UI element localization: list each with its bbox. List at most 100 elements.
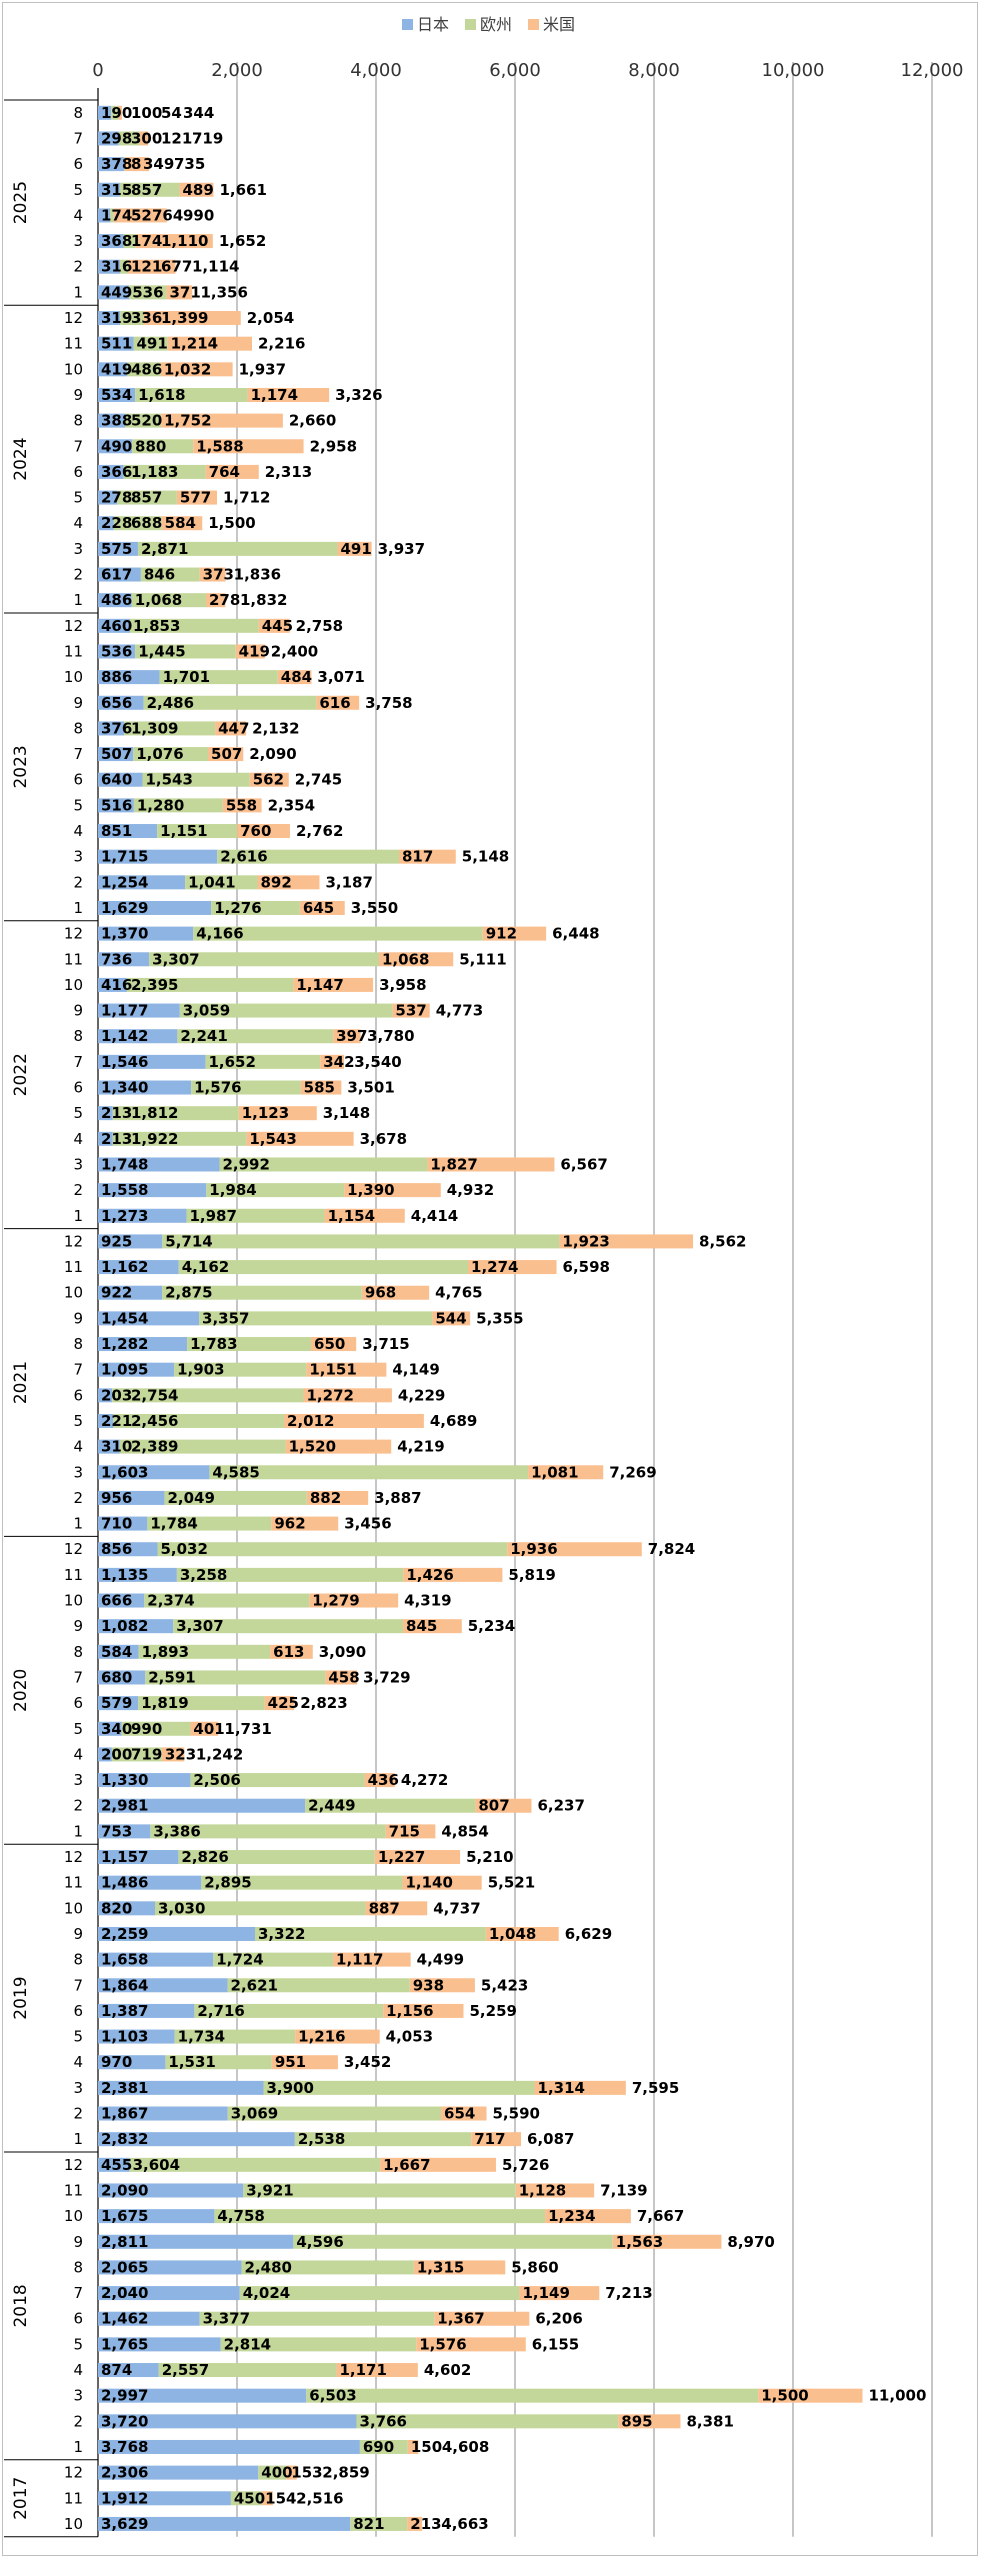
bar-segment [98, 618, 130, 633]
segment-label: 1,558 [101, 1181, 148, 1199]
total-label: 2,516 [296, 2489, 343, 2507]
segment-label: 951 [275, 2053, 306, 2071]
total-label: 2,758 [296, 617, 343, 635]
segment-label: 1,128 [519, 2181, 566, 2199]
segment-label: 1,667 [383, 2156, 430, 2174]
total-label: 1,731 [224, 1720, 271, 1738]
segment-label: 857 [131, 181, 162, 199]
segment-label: 397 [336, 1027, 367, 1045]
month-label: 1 [73, 2438, 83, 2456]
bar-segment [98, 1567, 177, 1582]
segment-label: 1,174 [251, 386, 298, 404]
segment-label: 1,183 [131, 463, 178, 481]
bar-segment [98, 1901, 155, 1916]
bars [98, 105, 863, 2531]
bar-segment [98, 1157, 220, 1172]
month-label: 2 [73, 1489, 83, 1507]
month-label: 4 [73, 1130, 83, 1148]
total-label: 1,242 [196, 1745, 243, 1763]
segment-label: 153 [291, 2464, 322, 2482]
segment-label: 278 [209, 591, 240, 609]
bar-segment [98, 1260, 179, 1275]
year-label: 2017 [11, 2477, 31, 2520]
bar-segment [133, 747, 209, 762]
bar-segment [257, 875, 320, 890]
bar-segment [98, 1978, 228, 1993]
bar-segment [186, 1208, 325, 1223]
x-tick-label: 10,000 [762, 60, 825, 81]
bar-segment [380, 2157, 496, 2172]
segment-label: 882 [310, 1489, 341, 1507]
bar-segment [98, 824, 158, 839]
month-label: 10 [64, 1592, 83, 1610]
segment-label: 1,367 [437, 2310, 484, 2328]
bar-segment [475, 1798, 532, 1813]
bar-segment [98, 1285, 163, 1300]
total-label: 5,355 [476, 1309, 523, 1327]
total-label: 4,608 [442, 2438, 489, 2456]
bar-segment [383, 2003, 464, 2018]
total-label: 3,501 [347, 1079, 394, 1097]
bar-segment [98, 2132, 295, 2147]
segment-label: 1,867 [101, 2105, 148, 2123]
bar-segment [98, 1926, 256, 1941]
segment-label: 1,922 [131, 1130, 178, 1148]
month-label: 6 [73, 463, 83, 481]
x-tick-label: 4,000 [350, 60, 402, 81]
segment-label: 1,752 [164, 412, 211, 430]
bar-segment [432, 1311, 471, 1326]
segment-label: 1,603 [101, 1463, 148, 1481]
segment-label: 851 [101, 822, 132, 840]
month-label: 9 [73, 2233, 83, 2251]
bar-segment [119, 259, 129, 274]
bar-segment [98, 1029, 178, 1044]
segment-label: 846 [144, 566, 175, 584]
month-label: 2 [73, 2412, 83, 2430]
segment-label: 491 [137, 335, 168, 353]
month-label: 5 [73, 181, 83, 199]
total-label: 6,598 [563, 1258, 610, 1276]
segment-label: 1,082 [101, 1617, 148, 1635]
segment-label: 400 [261, 2464, 292, 2482]
bar-segment [249, 772, 289, 787]
bar-segment [162, 1234, 560, 1249]
segment-label: 1,076 [136, 745, 183, 763]
total-label: 2,054 [247, 309, 294, 327]
segment-label: 690 [363, 2438, 394, 2456]
segment-label: 1,658 [101, 1951, 148, 1969]
bar-segment [179, 182, 214, 197]
bar-segment [194, 2003, 384, 2018]
month-label: 7 [73, 1976, 83, 1994]
segment-label: 310 [101, 1438, 132, 1456]
segment-label: 2,259 [101, 1925, 148, 1943]
x-tick-label: 12,000 [901, 60, 964, 81]
bar-segment [187, 1337, 312, 1352]
bar-segment [392, 1003, 430, 1018]
month-label: 10 [64, 360, 83, 378]
segment-label: 1,154 [328, 1207, 375, 1225]
total-label: 5,148 [462, 848, 509, 866]
segment-label: 3,322 [258, 1925, 305, 1943]
segment-label: 2,992 [222, 1155, 269, 1173]
bar-segment [612, 2234, 722, 2249]
total-label: 1,114 [192, 258, 239, 276]
month-label: 1 [73, 283, 83, 301]
month-label: 1 [73, 591, 83, 609]
bar-segment [295, 2029, 380, 2044]
bar-segment [190, 1721, 219, 1736]
month-label: 2 [73, 258, 83, 276]
year-label: 2022 [11, 1053, 31, 1096]
bar-segment [98, 490, 118, 505]
bar-segment [98, 541, 138, 556]
segment-label: 2,716 [197, 2002, 244, 2020]
segment-label: 419 [239, 642, 270, 660]
segment-label: 617 [101, 566, 132, 584]
bar-segment [98, 413, 125, 428]
segment-label: 2,480 [245, 2258, 292, 2276]
total-label: 3,937 [378, 540, 425, 558]
bar-segment [263, 2080, 535, 2095]
month-label: 6 [73, 2002, 83, 2020]
segment-label: 1,273 [101, 1207, 148, 1225]
segment-label: 1,151 [309, 1361, 356, 1379]
